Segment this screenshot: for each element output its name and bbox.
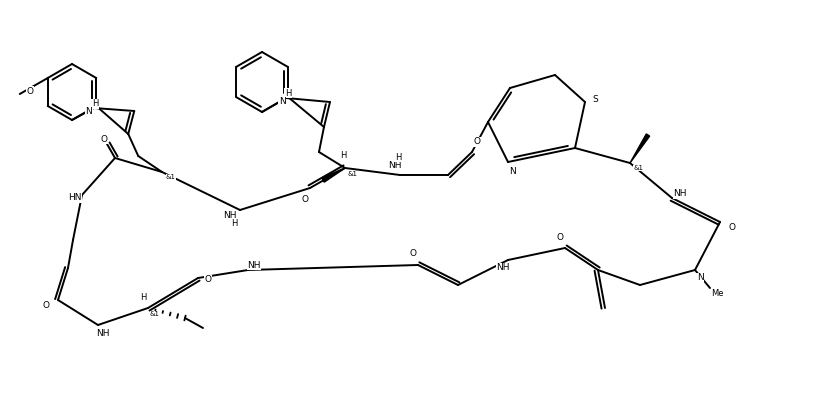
Text: H: H	[340, 152, 346, 160]
Text: H: H	[285, 88, 292, 98]
Text: S: S	[592, 94, 598, 104]
Text: N: N	[509, 168, 516, 176]
Text: &1: &1	[166, 174, 176, 180]
Text: NH: NH	[496, 264, 509, 272]
Text: N: N	[697, 274, 704, 282]
Text: H: H	[92, 100, 98, 108]
Text: O: O	[101, 134, 107, 144]
Text: O: O	[473, 138, 481, 146]
Polygon shape	[322, 168, 345, 182]
Text: &1: &1	[150, 311, 160, 317]
Text: N: N	[86, 106, 93, 116]
Text: H: H	[140, 294, 146, 302]
Text: H: H	[231, 218, 238, 228]
Text: &1: &1	[348, 171, 358, 177]
Text: HN: HN	[68, 194, 82, 202]
Text: NH: NH	[673, 190, 687, 198]
Text: &1: &1	[633, 165, 643, 171]
Text: N: N	[278, 96, 285, 106]
Text: O: O	[410, 248, 417, 258]
Text: O: O	[301, 196, 309, 204]
Text: NH: NH	[247, 260, 260, 270]
Polygon shape	[630, 134, 649, 163]
Text: O: O	[26, 86, 34, 96]
Text: H: H	[395, 152, 401, 162]
Text: O: O	[205, 276, 211, 284]
Text: O: O	[728, 222, 735, 232]
Text: NH: NH	[388, 160, 402, 170]
Text: O: O	[556, 234, 563, 242]
Text: NH: NH	[97, 328, 110, 338]
Text: O: O	[43, 300, 49, 310]
Text: Me: Me	[711, 290, 723, 298]
Text: NH: NH	[224, 210, 237, 220]
